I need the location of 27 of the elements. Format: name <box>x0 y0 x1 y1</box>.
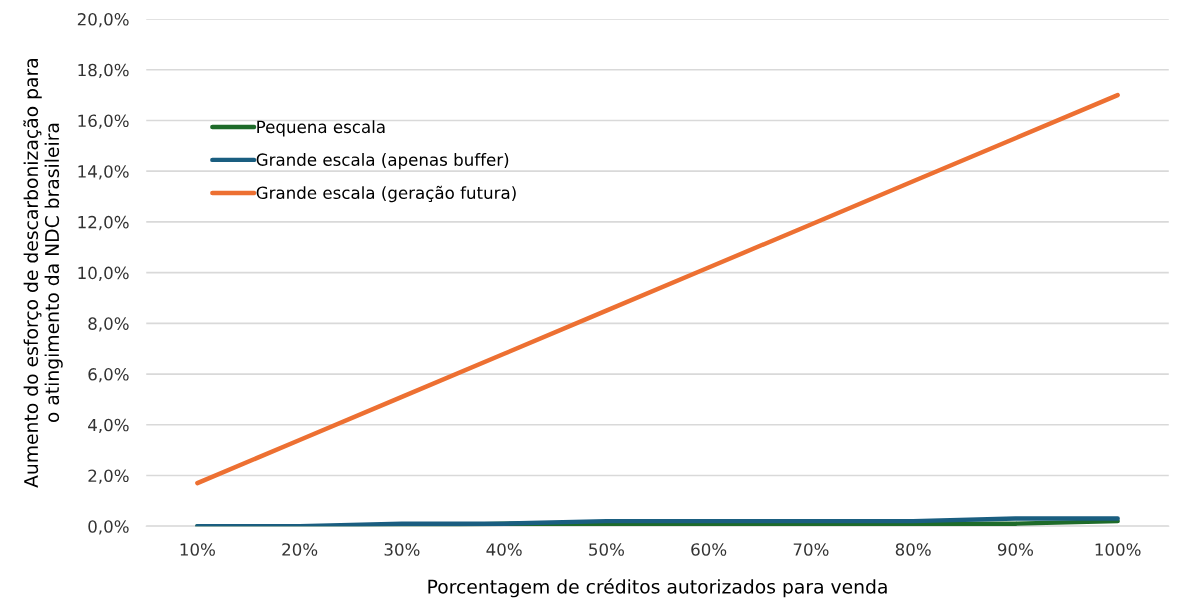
x-tick-label: 80% <box>895 543 931 556</box>
x-axis-title: Porcentagem de créditos autorizados para venda <box>428 578 887 598</box>
y-tick-label: 20,0% <box>77 13 129 28</box>
y-tick-label: 8,0% <box>88 317 129 332</box>
x-tick-label: 100% <box>1095 543 1141 556</box>
y-tick-label: 2,0% <box>88 469 129 484</box>
y-tick-label: 16,0% <box>78 114 129 129</box>
y-tick-label: 10,0% <box>78 266 129 281</box>
x-tick-label: 70% <box>793 543 829 556</box>
y-tick-label: 6,0% <box>88 368 129 383</box>
legend-label: Grande escala (geração futura) <box>256 185 516 203</box>
legend-label: Pequena escala <box>257 120 385 137</box>
x-tick-label: 40% <box>486 543 522 556</box>
x-tick-label: 20% <box>282 543 318 556</box>
y-tick-label: 14,0% <box>78 165 129 180</box>
line-series <box>195 92 1120 486</box>
y-tick-label: 12,0% <box>78 215 129 231</box>
legend-label: Grande escala (apenas buffer) <box>256 153 509 170</box>
y-tick-label: 0,0% <box>88 520 129 535</box>
x-tick-label: 30% <box>384 543 420 556</box>
x-tick-label: 10% <box>180 543 215 556</box>
y-axis-title: Aumento do esforço de descarbonização para o atingimento da NDC brasileira <box>23 59 63 488</box>
x-tick-label: 60% <box>691 543 727 556</box>
x-tick-label: 90% <box>997 543 1034 556</box>
y-tick-label: 18,0% <box>78 63 129 79</box>
x-tick-label: 50% <box>589 543 624 556</box>
y-tick-label: 4,0% <box>88 418 129 434</box>
